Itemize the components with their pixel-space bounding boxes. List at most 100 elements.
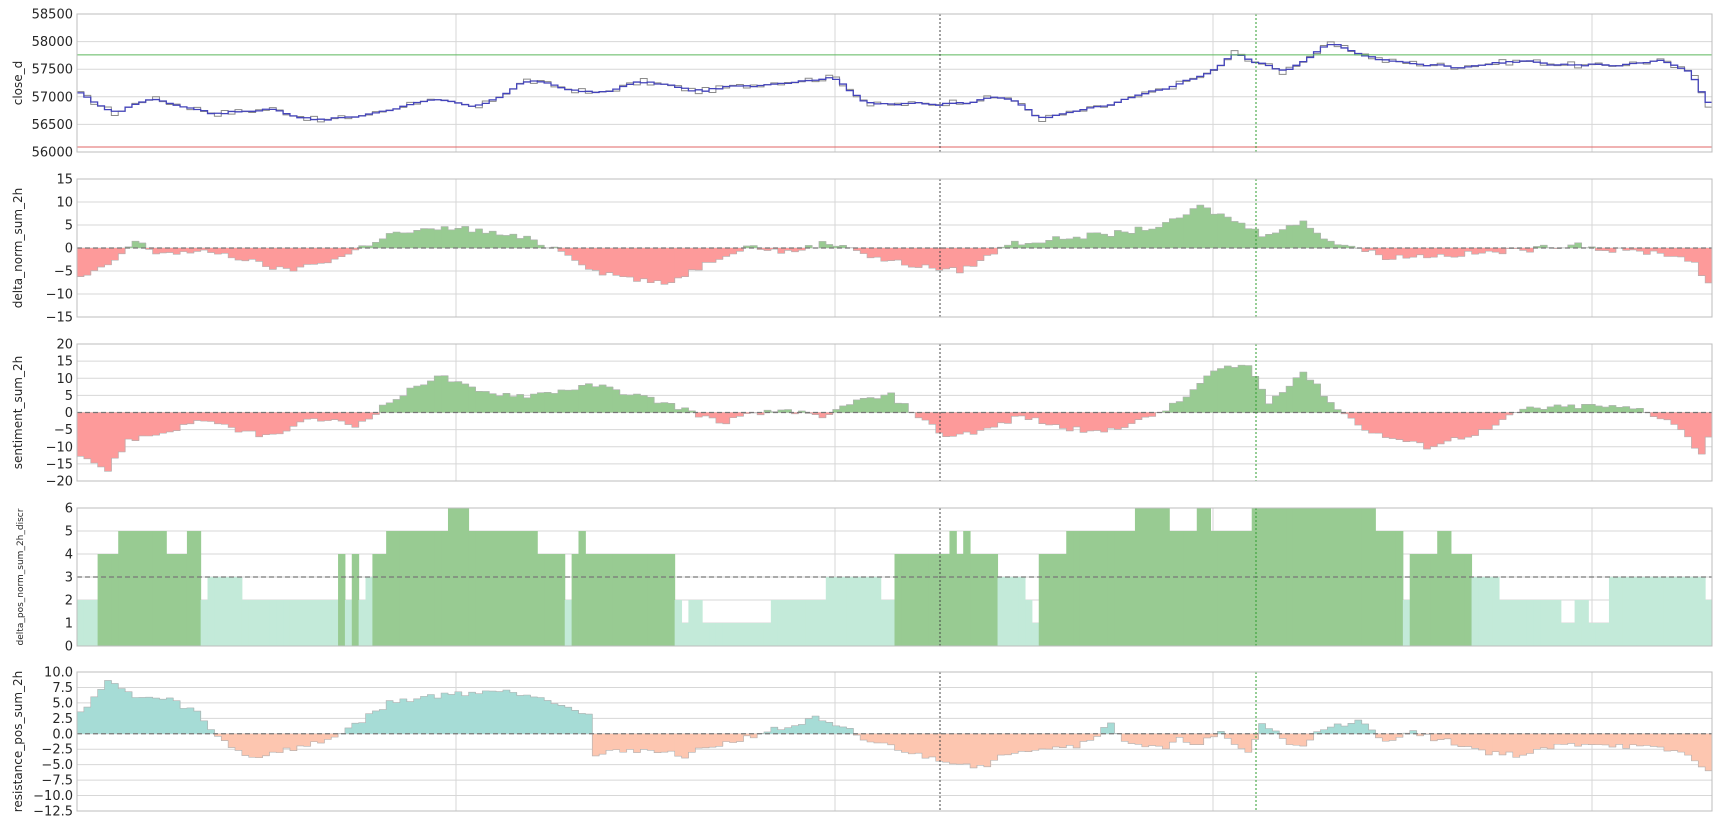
bar xyxy=(1375,412,1383,434)
bar xyxy=(1657,412,1665,419)
bar xyxy=(1004,245,1012,248)
bar xyxy=(667,403,676,413)
bar xyxy=(289,248,298,272)
bar xyxy=(1279,733,1287,739)
bar xyxy=(571,554,579,646)
bar xyxy=(798,724,806,734)
bar xyxy=(1210,370,1218,413)
bar xyxy=(660,248,669,285)
bar xyxy=(296,600,305,646)
bar xyxy=(571,710,579,734)
bar xyxy=(1663,412,1672,420)
y-tick-label: 15 xyxy=(56,173,73,188)
bar xyxy=(97,689,105,734)
bar xyxy=(873,577,882,646)
bar xyxy=(928,733,937,757)
bar xyxy=(131,412,140,441)
bar xyxy=(1025,243,1033,248)
bar xyxy=(976,412,985,431)
bar xyxy=(1011,241,1019,248)
bar xyxy=(1347,412,1356,419)
y-tick-label: −10 xyxy=(46,440,73,455)
bar xyxy=(640,733,648,750)
bar xyxy=(399,395,408,413)
bar xyxy=(784,409,792,413)
bar xyxy=(434,375,442,413)
bar xyxy=(1608,577,1617,646)
y-tick-label: 6 xyxy=(65,502,73,517)
bar xyxy=(1533,600,1541,646)
bar xyxy=(1650,248,1658,252)
bar xyxy=(1505,600,1514,646)
bar xyxy=(118,412,126,452)
bar xyxy=(530,696,538,734)
bar xyxy=(118,248,126,254)
y-tick-label: −15 xyxy=(46,457,73,472)
bar xyxy=(331,733,339,738)
bar xyxy=(1492,248,1500,253)
bar xyxy=(770,727,779,734)
bar xyxy=(180,248,188,252)
bar xyxy=(1217,731,1225,734)
y-tick-label: 0 xyxy=(65,242,73,257)
bar xyxy=(715,623,724,646)
bar xyxy=(235,577,243,646)
bar xyxy=(1444,248,1452,257)
bar xyxy=(1663,577,1672,646)
bar xyxy=(1499,412,1507,420)
bar xyxy=(193,711,202,734)
bar xyxy=(1183,531,1191,646)
bar xyxy=(131,531,140,646)
bar xyxy=(413,531,421,646)
bar xyxy=(1244,733,1253,753)
bar xyxy=(777,600,786,646)
bar xyxy=(276,412,284,434)
bar xyxy=(1430,554,1438,646)
bar xyxy=(1086,531,1095,646)
bar xyxy=(681,733,689,759)
bar xyxy=(963,412,971,433)
bar xyxy=(173,700,181,734)
bar xyxy=(276,248,284,267)
bar xyxy=(763,248,772,251)
bar xyxy=(1334,409,1342,413)
bar xyxy=(1389,531,1397,646)
y-tick-label: 58500 xyxy=(32,8,73,23)
bar xyxy=(296,248,305,268)
bar xyxy=(1533,407,1541,413)
bar xyxy=(963,531,971,646)
bar xyxy=(1677,733,1686,753)
bar xyxy=(1457,248,1466,257)
bar xyxy=(1553,600,1562,646)
bar xyxy=(97,554,105,646)
bar xyxy=(1183,214,1191,248)
bar xyxy=(1437,248,1445,255)
bar xyxy=(145,412,154,437)
bar xyxy=(846,404,854,413)
bar xyxy=(1533,733,1541,750)
bar xyxy=(372,412,380,415)
bar xyxy=(475,693,483,734)
bar xyxy=(970,554,978,646)
bar xyxy=(372,242,380,248)
bar xyxy=(1217,213,1225,248)
bar xyxy=(887,600,895,646)
bar xyxy=(1100,531,1108,646)
bar xyxy=(1313,383,1321,413)
bar xyxy=(1395,248,1404,256)
bar xyxy=(523,531,531,646)
bar xyxy=(990,248,999,255)
bar xyxy=(1258,236,1266,248)
bar xyxy=(1169,531,1177,646)
bar xyxy=(372,554,380,646)
bar xyxy=(908,554,916,646)
bar xyxy=(578,531,586,646)
bar xyxy=(571,248,579,261)
bar xyxy=(1313,731,1321,734)
bar xyxy=(1176,733,1184,738)
bar xyxy=(269,412,277,435)
bar xyxy=(1176,531,1184,646)
bar xyxy=(1093,232,1102,248)
bar xyxy=(1011,412,1019,417)
